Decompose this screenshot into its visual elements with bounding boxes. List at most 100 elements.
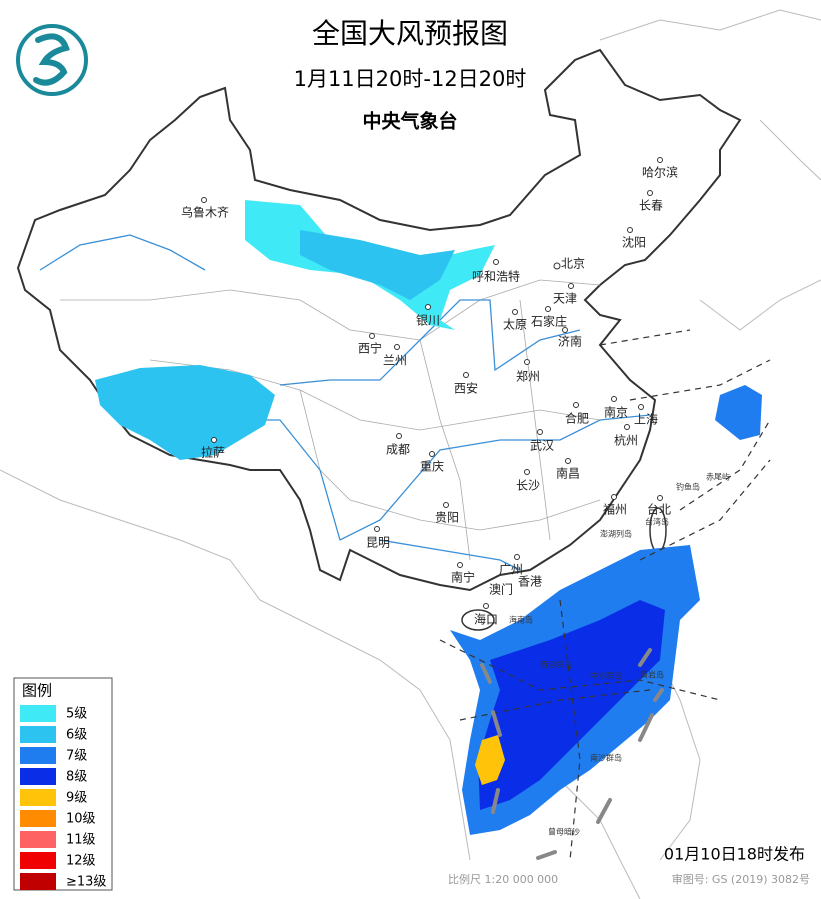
city-label: 上海: [634, 412, 658, 427]
legend-title: 图例: [22, 682, 52, 700]
city-label: 石家庄: [531, 314, 567, 329]
city-dot: [425, 304, 431, 310]
city-label: 成都: [386, 443, 410, 457]
place-label: 西沙群岛: [540, 660, 572, 670]
scale: 比例尺 1:20 000 000: [448, 872, 558, 886]
city-label: 武汉: [530, 439, 554, 453]
legend-swatch: [20, 852, 56, 869]
city-label: 南昌: [556, 466, 580, 481]
city-label: 西安: [454, 381, 478, 396]
logo: [16, 24, 88, 96]
map-approval-number: 审图号: GS (2019) 3082号: [672, 872, 810, 886]
legend-label: 12级: [66, 854, 96, 869]
issue-time: 01月10日18时发布: [664, 845, 805, 864]
city-dot: [396, 433, 402, 439]
city-label: 哈尔滨: [642, 165, 678, 180]
map-subtitle: 1月11日20时-12日20时: [294, 67, 527, 91]
city-dot: [657, 157, 663, 163]
place-label: 海南岛: [509, 615, 533, 625]
neighbor-land: [0, 9, 821, 899]
city-dot: [524, 359, 530, 365]
city-dot: [457, 562, 463, 568]
legend: 图例 5级 6级 7级 8级 9级 10级 11级 12级 ≥13级: [13, 677, 113, 891]
city-dot: [568, 283, 574, 289]
city-dot: [483, 603, 489, 609]
city-dot: [201, 197, 207, 203]
city-label: 澳门: [489, 582, 513, 597]
legend-label: 8级: [66, 770, 87, 785]
city-dot: [374, 526, 380, 532]
city-label: 合肥: [565, 411, 589, 426]
city-dot: [647, 190, 653, 196]
city-dot: [611, 494, 617, 500]
city-dot: [627, 227, 633, 233]
place-label: 中沙群岛: [590, 671, 622, 681]
city-label: 福州: [603, 502, 627, 517]
city-label: 兰州: [383, 354, 407, 368]
legend-swatch: [20, 873, 56, 890]
place-label: 钓鱼岛: [676, 482, 700, 492]
wind-area: [715, 385, 762, 440]
city-dot: [514, 554, 520, 560]
city-label: 海口: [474, 612, 498, 627]
place-label: 赤尾屿: [706, 473, 730, 482]
city-label: 香港: [518, 575, 542, 589]
city-dot: [573, 402, 579, 408]
city-label: 济南: [558, 334, 582, 349]
place-label: 澎湖列岛: [600, 529, 632, 539]
city-dot: [562, 327, 568, 333]
legend-swatch: [20, 726, 56, 743]
city-label: 杭州: [614, 433, 638, 448]
place-label: 黄岩岛: [640, 670, 664, 680]
city-label: 重庆: [420, 460, 444, 474]
wind-area: [300, 230, 455, 300]
city-label: 贵阳: [435, 511, 459, 525]
city-dot: [611, 396, 617, 402]
city-dot: [565, 458, 571, 464]
city-dot: [463, 372, 469, 378]
city-dot: [429, 451, 435, 457]
city-label: 乌鲁木齐: [181, 205, 229, 220]
legend-label: ≥13级: [66, 875, 106, 890]
city-dot: [657, 495, 663, 501]
legend-label: 5级: [66, 707, 87, 722]
legend-label: 6级: [66, 728, 87, 743]
nine-dash-line: [480, 648, 664, 860]
legend-label: 11级: [66, 833, 96, 848]
city-label: 银川: [416, 314, 440, 328]
legend-swatch: [20, 789, 56, 806]
city-dot: [545, 306, 551, 312]
city-dot: [493, 259, 499, 265]
city-dot: [624, 424, 630, 430]
wind-areas: [95, 200, 762, 835]
city-label: 郑州: [516, 369, 540, 384]
legend-swatch: [20, 810, 56, 827]
legend-label: 10级: [66, 812, 96, 827]
city-label: 长沙: [516, 479, 540, 493]
legend-swatch: [20, 831, 56, 848]
city-label: 长春: [639, 199, 663, 213]
map-title: 全国大风预报图: [312, 17, 508, 50]
hainan-island: [461, 609, 495, 631]
city-label: 西宁: [358, 341, 382, 356]
legend-label: 9级: [66, 791, 87, 806]
city-label: 广州: [499, 563, 523, 577]
city-label: 昆明: [366, 536, 390, 550]
legend-swatch: [20, 768, 56, 785]
city-label: 北京: [561, 257, 585, 271]
city-dot: [553, 262, 561, 270]
city-dot: [638, 404, 644, 410]
city-dot: [512, 309, 518, 315]
legend-items: 5级 6级 7级 8级 9级 10级 11级 12级 ≥13级: [20, 705, 106, 890]
city-dot: [537, 429, 543, 435]
legend-label: 7级: [66, 749, 87, 764]
city-dot: [524, 469, 530, 475]
city-dot: [211, 437, 217, 443]
legend-swatch: [20, 747, 56, 764]
wind-area: [478, 600, 665, 810]
issuer: 中央气象台: [362, 110, 457, 133]
city-label: 南宁: [451, 570, 475, 585]
city-label: 沈阳: [622, 235, 646, 250]
place-labels: 赤尾屿 钓鱼岛 台湾岛 澎湖列岛 海南岛 西沙群岛 中沙群岛 黄岩岛 南沙群岛 …: [509, 473, 730, 837]
